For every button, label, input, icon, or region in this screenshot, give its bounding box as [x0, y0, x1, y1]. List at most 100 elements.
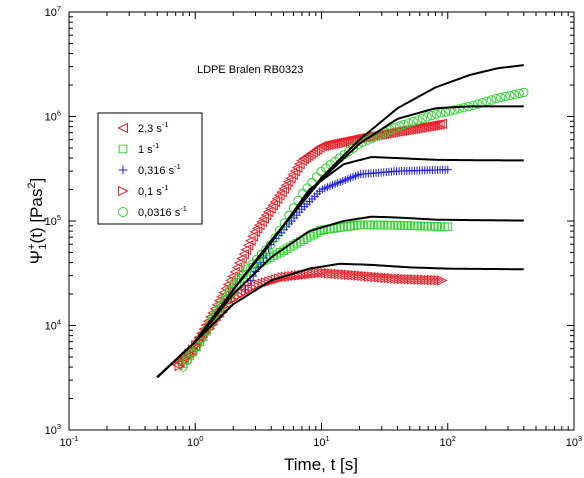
- data-point: [413, 115, 423, 125]
- x-tick-base: 10: [313, 437, 325, 449]
- data-point: [408, 116, 418, 127]
- data-point: [236, 253, 247, 264]
- data-point: [436, 118, 447, 130]
- data-point: [227, 271, 238, 282]
- data-point: [383, 272, 395, 284]
- y-axis-sub: 1: [37, 243, 49, 249]
- legend-label-text: 0,0316 s: [138, 207, 181, 219]
- data-point: [233, 257, 245, 269]
- model-curve-3: [156, 156, 524, 378]
- data-point: [279, 218, 290, 228]
- data-point: [417, 113, 428, 124]
- data-point: [514, 88, 524, 99]
- y-axis-sup: +: [26, 244, 38, 250]
- y-tick-exp: 3: [57, 422, 61, 431]
- legend-label-text: 1 s: [138, 144, 153, 156]
- data-point: [407, 274, 418, 285]
- legend-marker: [118, 207, 128, 217]
- data-point: [174, 360, 186, 372]
- model-curves: [156, 64, 524, 378]
- x-tick-exp: 3: [578, 434, 582, 443]
- data-point: [500, 91, 511, 102]
- data-point: [310, 268, 322, 279]
- x-tick-base: 10: [60, 437, 72, 449]
- x-axis-title: Time, t [s]: [284, 455, 358, 474]
- data-point: [434, 118, 445, 130]
- data-point: [385, 125, 395, 135]
- y-tick-label: 105: [45, 213, 61, 228]
- data-point: [178, 362, 188, 372]
- x-tick-label: 102: [440, 434, 456, 449]
- data-point: [294, 270, 305, 281]
- y-tick-exp: 6: [57, 109, 61, 118]
- data-point: [270, 233, 280, 243]
- data-point: [443, 222, 453, 232]
- data-point: [350, 270, 362, 281]
- x-tick-exp: -1: [72, 434, 79, 443]
- data-point: [181, 352, 192, 364]
- data-point: [397, 273, 408, 285]
- legend-label-text: 0,316 s: [138, 165, 175, 177]
- x-tick-base: 10: [440, 437, 452, 449]
- model-curve-5: [156, 262, 524, 378]
- data-point: [422, 112, 432, 122]
- data-point: [400, 273, 412, 285]
- data-point: [491, 93, 501, 104]
- y-axis-rest: (t) [Pas: [27, 189, 46, 244]
- x-tick-label: 10-1: [60, 434, 79, 449]
- data-point: [449, 105, 460, 115]
- y-tick-label: 103: [45, 422, 61, 437]
- y-tick-exp: 7: [57, 4, 61, 13]
- data-point: [275, 225, 285, 236]
- data-point: [436, 275, 448, 286]
- data-point: [333, 268, 345, 280]
- data-point: [454, 104, 464, 114]
- y-tick-base: 10: [45, 216, 57, 228]
- data-point: [240, 244, 252, 256]
- data-point: [320, 267, 332, 279]
- y-tick-exp: 5: [57, 213, 61, 222]
- data-point: [496, 92, 506, 103]
- data-point: [519, 87, 529, 98]
- data-point: [347, 269, 358, 281]
- data-point: [307, 268, 319, 280]
- y-tick-base: 10: [45, 425, 57, 437]
- data-point: [373, 271, 385, 283]
- data-point: [330, 268, 342, 280]
- data-point: [187, 348, 197, 358]
- y-tick-base: 10: [45, 7, 57, 19]
- data-point: [410, 274, 422, 285]
- data-point: [420, 274, 431, 286]
- data-point: [340, 269, 352, 280]
- y-tick-base: 10: [45, 321, 57, 333]
- data-point: [210, 309, 220, 320]
- legend-label: 0,1 s-1: [138, 183, 169, 198]
- data-series: [171, 87, 529, 372]
- y-tick-base: 10: [45, 112, 57, 124]
- legend-marker: [118, 185, 129, 197]
- data-point: [317, 267, 328, 279]
- data-point: [353, 270, 365, 281]
- x-tick-label: 100: [187, 434, 203, 449]
- data-point: [177, 356, 189, 368]
- legend-label-sup: -1: [153, 141, 160, 150]
- data-point: [403, 118, 414, 128]
- legend-label: 1 s-1: [138, 141, 159, 156]
- annotation-text: LDPE Bralen RB0323: [197, 64, 303, 76]
- data-point: [304, 268, 315, 280]
- x-tick-exp: 0: [199, 434, 203, 443]
- y-tick-label: 107: [45, 4, 61, 19]
- data-point: [427, 274, 438, 286]
- data-point: [393, 273, 405, 285]
- data-point: [390, 273, 402, 284]
- model-curve-4: [156, 215, 524, 378]
- data-point: [182, 355, 193, 365]
- data-point: [242, 239, 254, 251]
- data-point: [431, 119, 443, 130]
- axis-ticks: [68, 12, 574, 431]
- data-point: [250, 280, 262, 291]
- data-point: [473, 99, 483, 109]
- data-point: [247, 231, 258, 242]
